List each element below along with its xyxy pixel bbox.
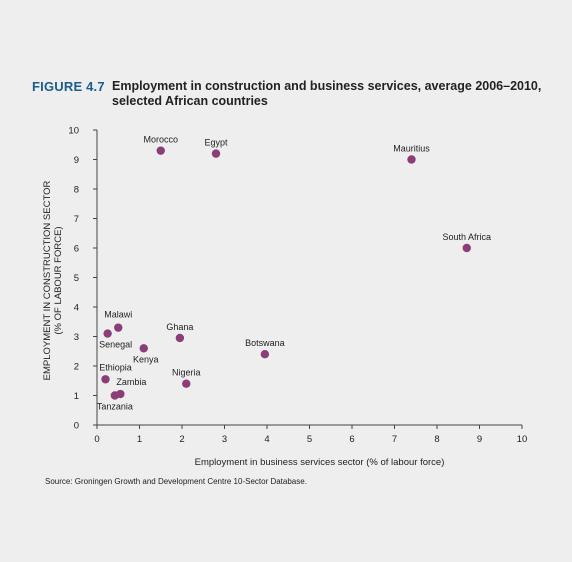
- y-tick-label: 6: [74, 244, 79, 255]
- figure-title: Employment in construction and business …: [112, 79, 542, 108]
- x-tick-label: 3: [222, 434, 227, 445]
- point-morocco: [156, 146, 165, 155]
- y-tick-label: 3: [74, 332, 79, 343]
- point-senegal: [103, 329, 112, 338]
- x-tick-label: 8: [434, 434, 439, 445]
- point-label-morocco: Morocco: [143, 135, 178, 145]
- point-label-ethiopia: Ethiopia: [99, 362, 132, 372]
- x-tick-label: 7: [392, 434, 397, 445]
- x-tick-label: 6: [349, 434, 354, 445]
- y-tick-label: 0: [74, 421, 79, 432]
- y-tick-label: 5: [74, 273, 79, 284]
- x-tick-label: 1: [137, 434, 142, 445]
- point-kenya: [139, 344, 148, 353]
- y-tick-label: 8: [74, 185, 79, 196]
- point-nigeria: [182, 379, 191, 388]
- point-label-egypt: Egypt: [204, 138, 228, 148]
- x-tick-label: 10: [517, 434, 528, 445]
- point-label-malawi: Malawi: [104, 310, 132, 320]
- y-axis-label: (% OF LABOUR FORCE): [53, 226, 64, 334]
- y-tick-label: 2: [74, 362, 79, 373]
- point-ethiopia: [101, 375, 110, 384]
- figure-header: FIGURE 4.7 Employment in construction an…: [32, 79, 552, 109]
- point-label-nigeria: Nigeria: [172, 368, 201, 378]
- y-tick-label: 9: [74, 155, 79, 166]
- x-tick-label: 2: [179, 434, 184, 445]
- point-tanzania: [110, 391, 120, 400]
- point-label-mauritius: Mauritius: [393, 144, 430, 154]
- point-label-kenya: Kenya: [133, 354, 159, 364]
- x-tick-label: 5: [307, 434, 312, 445]
- point-south-africa: [462, 243, 471, 253]
- point-label-ghana: Ghana: [166, 322, 193, 332]
- point-egypt: [211, 149, 221, 158]
- point-mauritius: [407, 155, 416, 164]
- figure-label: FIGURE 4.7: [32, 79, 105, 94]
- y-tick-label: 7: [74, 214, 79, 225]
- x-tick-label: 0: [94, 434, 99, 445]
- point-label-senegal: Senegal: [99, 340, 132, 350]
- x-axis-label: Employment in business services sector (…: [195, 457, 445, 468]
- point-label-tanzania: Tanzania: [97, 402, 133, 412]
- point-label-botswana: Botswana: [245, 338, 285, 348]
- point-malawi: [114, 323, 123, 332]
- y-tick-label: 10: [68, 126, 79, 137]
- point-ghana: [175, 333, 185, 343]
- point-label-south-africa: South Africa: [442, 232, 491, 242]
- x-tick-label: 4: [264, 434, 269, 445]
- y-tick-label: 1: [74, 391, 79, 402]
- y-axis-label: EMPLOYMENT IN CONSTRUCTION SECTOR: [42, 181, 53, 381]
- x-tick-label: 9: [477, 434, 482, 445]
- point-label-zambia: Zambia: [116, 377, 146, 387]
- point-botswana: [260, 350, 270, 359]
- y-tick-label: 4: [74, 303, 79, 314]
- source-note: Source: Groningen Growth and Development…: [45, 477, 307, 486]
